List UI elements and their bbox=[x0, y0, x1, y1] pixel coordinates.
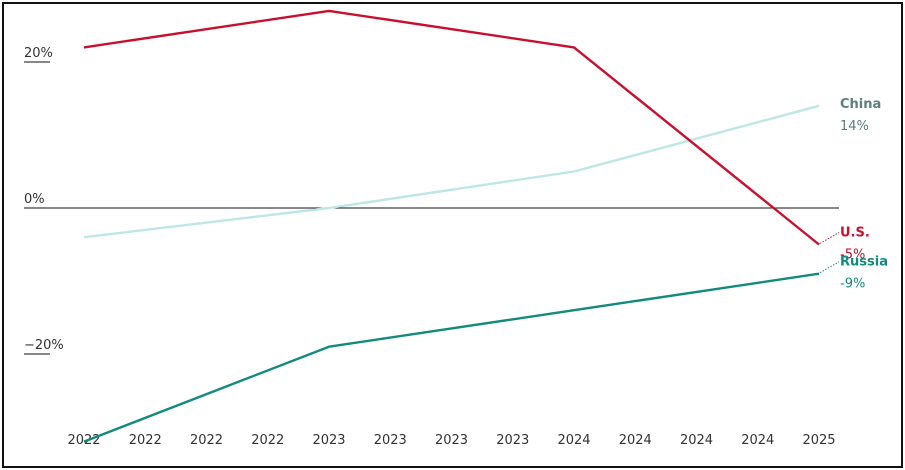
x-tick-label: 2024 bbox=[619, 433, 652, 448]
x-tick-label: 2024 bbox=[741, 433, 774, 448]
series-value-china: 14% bbox=[840, 119, 869, 134]
x-tick-label: 2023 bbox=[496, 433, 529, 448]
series-layer bbox=[83, 9, 820, 443]
series-labels-layer: U.S. -5% China 14% Russia -9% bbox=[819, 97, 888, 292]
x-tick-label: 2023 bbox=[312, 433, 345, 448]
x-tick-label: 2024 bbox=[680, 433, 713, 448]
y-tick-label: 0% bbox=[24, 192, 45, 207]
series-label-connector bbox=[819, 261, 840, 274]
y-tick-label: 20% bbox=[24, 46, 53, 61]
series-value-us: -5% bbox=[840, 248, 865, 263]
line-chart: 20%0%−20%2022 2022 2022 2022 2023 2023 2023 202… bbox=[24, 9, 888, 448]
series-label-china: China bbox=[840, 97, 881, 112]
x-tick-label: 2025 bbox=[802, 433, 835, 448]
series-label-us: U.S. bbox=[840, 226, 870, 241]
y-tick-label: −20% bbox=[24, 338, 64, 353]
series-line-china bbox=[83, 104, 820, 239]
axes-layer: 20%0%−20%2022 2022 2022 2022 2023 2023 2023 202… bbox=[24, 46, 839, 448]
series-line-russia bbox=[83, 272, 820, 443]
series-line-us bbox=[83, 9, 820, 246]
x-tick-label: 2023 bbox=[435, 433, 468, 448]
x-tick-label: 2024 bbox=[557, 433, 590, 448]
x-tick-label: 2022 bbox=[190, 433, 223, 448]
series-label-russia: Russia bbox=[840, 255, 888, 270]
series-label-connector bbox=[819, 232, 840, 244]
series-value-russia: -9% bbox=[840, 277, 865, 292]
x-tick-label: 2022 bbox=[129, 433, 162, 448]
x-tick-label: 2023 bbox=[374, 433, 407, 448]
x-tick-label: 2022 bbox=[251, 433, 284, 448]
